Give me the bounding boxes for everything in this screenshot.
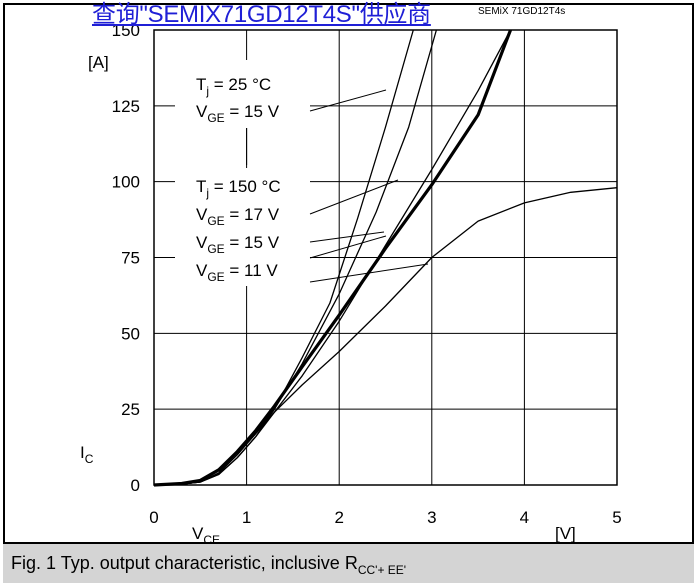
annotation-leader-line [309,89,387,112]
annotation-leader-line [309,179,399,215]
y-tick-label: 50 [121,324,140,343]
y-unit-label: [A] [88,53,109,72]
annotation-vge15-150: VGE = 15 V [196,233,280,256]
x-unit-label: [V] [555,524,576,543]
series-tj25_vge15 [153,29,512,487]
x-tick-label: 3 [427,508,436,527]
annotation-background [175,168,310,286]
y-tick-label: 125 [112,97,140,116]
y-tick-label: 100 [112,173,140,192]
annotation-vge11: VGE = 11 V [196,261,278,284]
annotation-background [175,60,310,128]
part-number-label: SEMiX 71GD12T4s [478,6,566,17]
annotation-leader-line [309,235,387,259]
x-tick-label: 2 [334,508,343,527]
annotation-tj25: Tj = 25 °C [196,75,271,98]
x-tick-label: 4 [520,508,529,527]
y-tick-label: 150 [112,21,140,40]
y-tick-label: 75 [121,249,140,268]
series-tj25_steep [153,29,414,486]
caption-subscript: CC'+ EE' [357,563,407,577]
annotation-leader-line [309,231,385,243]
annotation-vge17: VGE = 17 V [196,205,280,228]
x-tick-label: 0 [149,508,158,527]
supplier-query-link[interactable]: 查询"SEMIX71GD12T4S"供应商 [92,1,431,28]
annotation-leader-line [309,263,429,283]
caption-text: Fig. 1 Typ. output characteristic, inclu… [11,553,358,573]
x-tick-label: 5 [612,508,621,527]
annotation-tj150: Tj = 150 °C [196,177,281,200]
x-tick-label: 1 [242,508,251,527]
y-tick-label: 0 [131,476,140,495]
annotation-vge15-25: VGE = 15 V [196,102,280,125]
y-axis-label: IC [80,443,94,466]
figure-caption: Fig. 1 Typ. output characteristic, inclu… [3,542,694,583]
y-tick-label: 25 [121,400,140,419]
